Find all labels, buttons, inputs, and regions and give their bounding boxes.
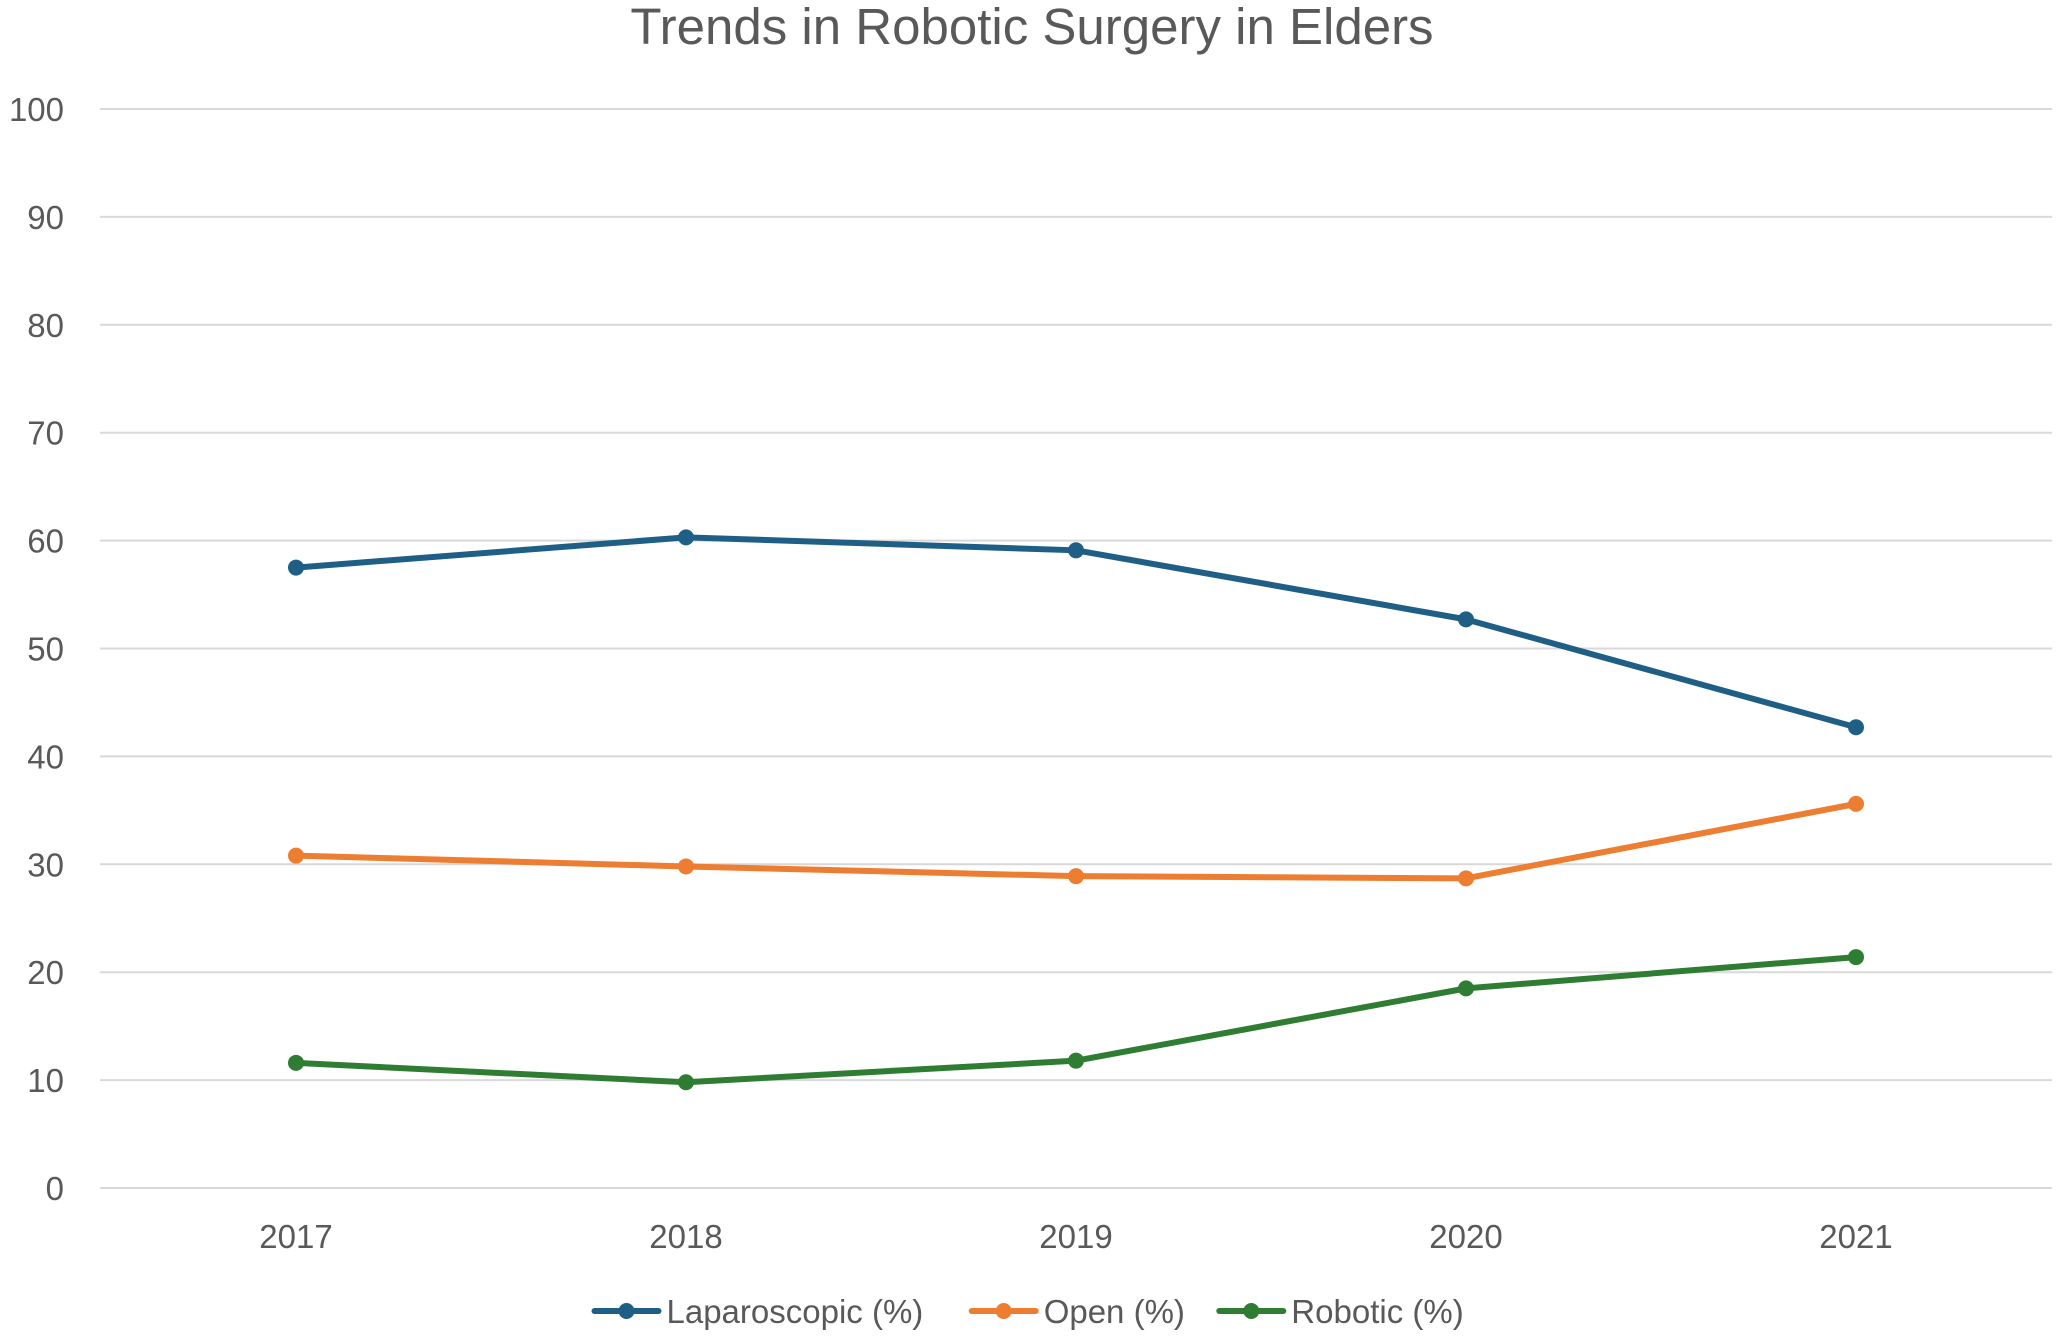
x-axis-tick-labels: 2017 2018 2019 2020 2021 bbox=[259, 1218, 1892, 1255]
legend-label: Robotic (%) bbox=[1291, 1293, 1463, 1330]
data-point bbox=[678, 529, 694, 546]
data-point bbox=[1848, 719, 1864, 736]
legend-label: Laparoscopic (%) bbox=[667, 1293, 924, 1330]
data-point bbox=[1848, 949, 1864, 966]
series-line bbox=[293, 534, 1859, 731]
data-point bbox=[678, 858, 694, 875]
chart-title: Trends in Robotic Surgery in Elders bbox=[630, 0, 1433, 55]
y-tick-label: 30 bbox=[27, 846, 64, 883]
data-point bbox=[1458, 870, 1474, 887]
legend-swatch-marker bbox=[618, 1303, 635, 1319]
x-tick-label: 2018 bbox=[649, 1218, 722, 1255]
x-tick-label: 2021 bbox=[1819, 1218, 1892, 1255]
data-point bbox=[1848, 795, 1864, 812]
data-point bbox=[288, 559, 304, 576]
legend-item: Laparoscopic (%) bbox=[591, 1293, 924, 1330]
legend-item: Open (%) bbox=[968, 1293, 1185, 1330]
series-2 bbox=[288, 795, 1864, 887]
legend-item: Robotic (%) bbox=[1216, 1293, 1464, 1330]
data-point bbox=[1068, 542, 1084, 559]
y-tick-label: 80 bbox=[27, 307, 64, 344]
y-tick-label: 10 bbox=[27, 1062, 64, 1099]
data-point bbox=[288, 847, 304, 864]
y-tick-label: 70 bbox=[27, 415, 64, 452]
data-point bbox=[678, 1074, 694, 1091]
series-line bbox=[293, 800, 1859, 882]
data-point bbox=[288, 1054, 304, 1071]
x-tick-label: 2017 bbox=[259, 1218, 332, 1255]
plot-series bbox=[288, 529, 1864, 1091]
data-point bbox=[1458, 980, 1474, 997]
data-point bbox=[1068, 868, 1084, 885]
gridlines bbox=[100, 108, 2052, 1189]
x-tick-label: 2020 bbox=[1429, 1218, 1502, 1255]
legend: Laparoscopic (%) Open (%) Robotic (%) bbox=[591, 1293, 1464, 1330]
y-axis-tick-labels: 0 10 20 30 40 50 60 70 80 90 100 bbox=[9, 91, 64, 1207]
y-tick-label: 0 bbox=[46, 1170, 64, 1207]
x-tick-label: 2019 bbox=[1039, 1218, 1112, 1255]
legend-swatch-marker bbox=[995, 1303, 1012, 1319]
series-1 bbox=[288, 529, 1864, 736]
y-tick-label: 50 bbox=[27, 631, 64, 668]
legend-label: Open (%) bbox=[1044, 1293, 1185, 1330]
y-tick-label: 100 bbox=[9, 91, 64, 128]
y-tick-label: 60 bbox=[27, 523, 64, 560]
series-3 bbox=[288, 949, 1864, 1091]
y-tick-label: 40 bbox=[27, 738, 64, 775]
data-point bbox=[1068, 1052, 1084, 1069]
data-point bbox=[1458, 611, 1474, 628]
y-tick-label: 90 bbox=[27, 199, 64, 236]
legend-swatch-marker bbox=[1243, 1303, 1260, 1319]
y-tick-label: 20 bbox=[27, 954, 64, 991]
